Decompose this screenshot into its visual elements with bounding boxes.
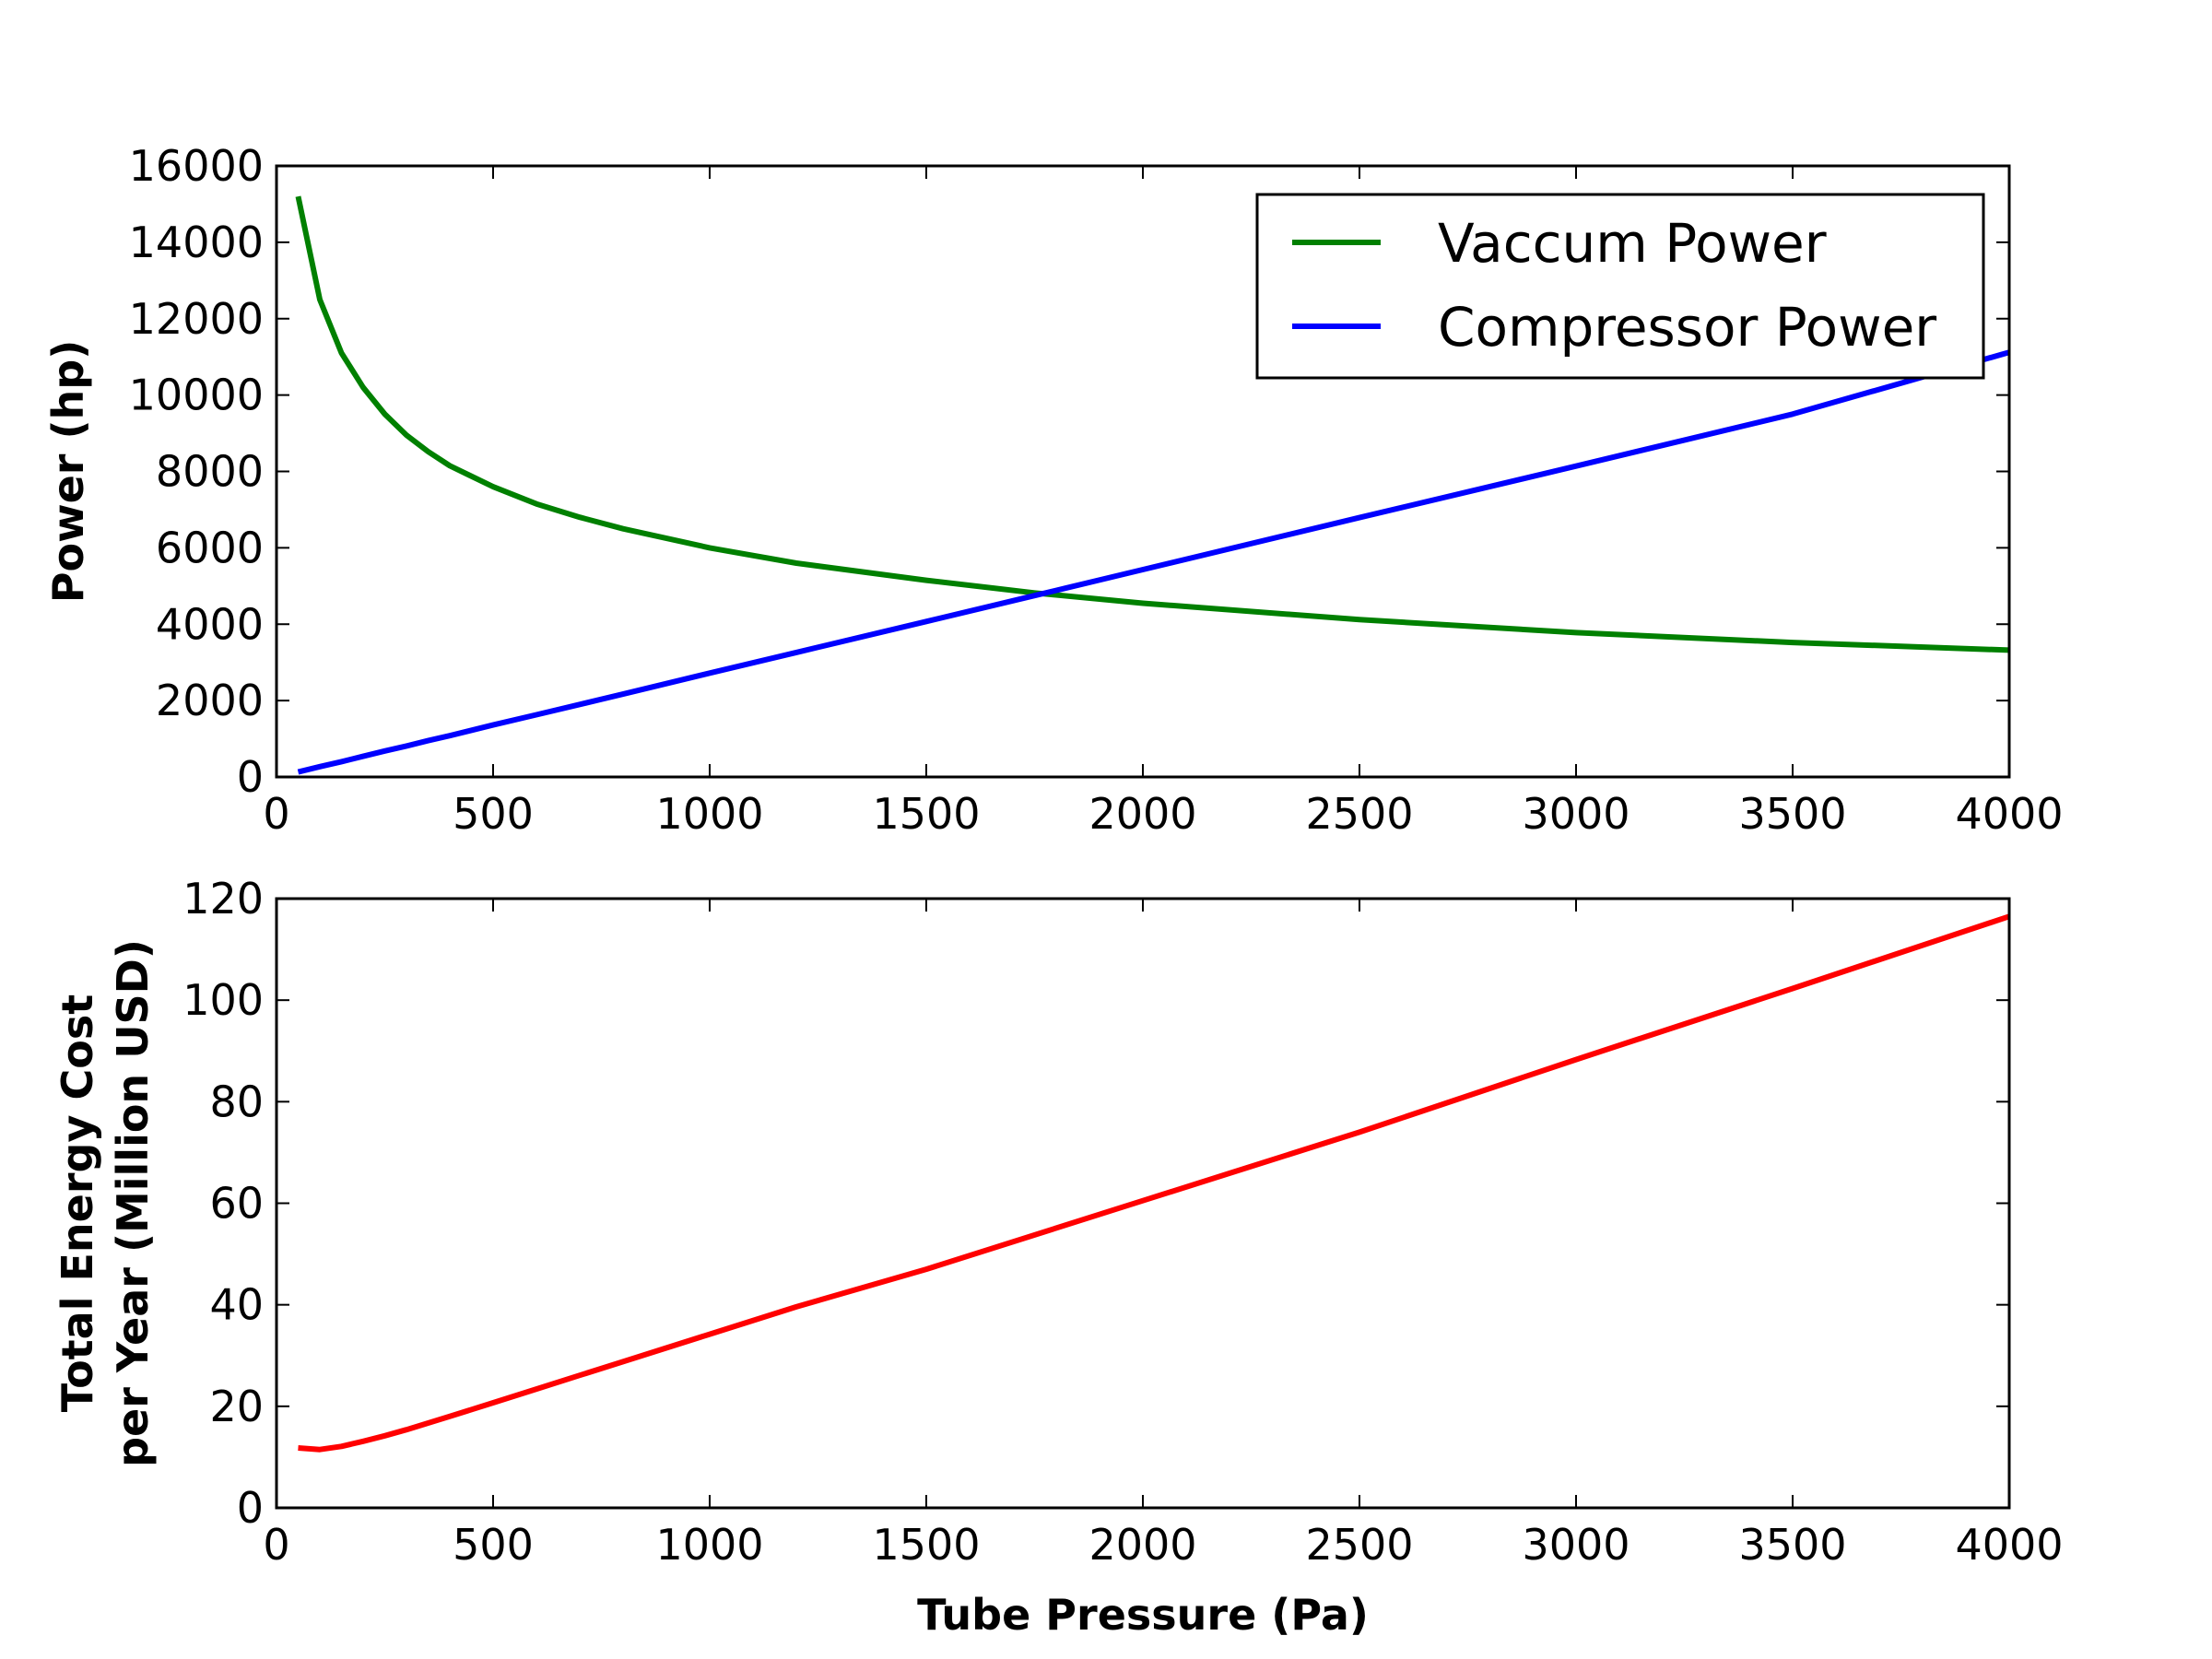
y-tick-label: 60 <box>209 1179 264 1229</box>
x-tick-label: 2500 <box>1305 789 1413 839</box>
x-axis-label: Tube Pressure (Pa) <box>917 1590 1369 1640</box>
y-tick-label: 40 <box>209 1280 264 1330</box>
y-tick-label: 2000 <box>156 676 264 725</box>
y-axis-label-line-2: per Year (Million USD) <box>108 939 158 1467</box>
x-tick-label: 1500 <box>872 1520 980 1570</box>
y-tick-label: 16000 <box>129 141 264 191</box>
y-tick-label: 10000 <box>129 371 264 420</box>
y-tick-label: 6000 <box>156 523 264 572</box>
x-tick-label: 2500 <box>1305 1520 1413 1570</box>
legend-box <box>1255 193 1985 380</box>
y-axis-label: Power (hp) <box>43 340 93 603</box>
y-tick-label: 4000 <box>156 599 264 649</box>
x-tick-label: 1000 <box>655 1520 763 1570</box>
power-subplot: 0 500 1000 1500 2000 2500 3000 3500 4000 0 2000 400… <box>43 141 2064 839</box>
x-tick-label: 4000 <box>1955 789 2063 839</box>
y-tick-label: 0 <box>237 752 264 802</box>
x-tick-label: 3500 <box>1738 789 1846 839</box>
y-tick-label: 0 <box>237 1483 264 1533</box>
legend: Vaccum Power Compressor Power <box>1255 193 1985 380</box>
series-line-compressor-power <box>297 349 2010 775</box>
x-tick-label: 4000 <box>1955 1520 2063 1570</box>
y-axis-label-line-1: Total Energy Cost <box>53 994 102 1412</box>
x-tick-label: 1500 <box>872 789 980 839</box>
legend-label-compressor-power: Compressor Power <box>1438 296 1936 359</box>
x-tick-label: 500 <box>453 789 534 839</box>
y-tick-label: 100 <box>182 975 264 1025</box>
y-tick-label: 120 <box>182 874 264 924</box>
y-tick-label: 8000 <box>156 447 264 497</box>
y-tick-label: 20 <box>209 1382 264 1431</box>
series-line-vaccum-power <box>295 195 2010 653</box>
x-tick-label: 3000 <box>1522 789 1630 839</box>
cost-subplot: 0 500 1000 1500 2000 2500 3000 3500 4000 0 20 40 60 8… <box>53 874 2064 1640</box>
x-tick-label: 500 <box>453 1520 534 1570</box>
y-tick-label: 12000 <box>129 294 264 344</box>
x-tick-label: 3000 <box>1522 1520 1630 1570</box>
y-tick-label: 14000 <box>129 218 264 267</box>
x-tick-label: 0 <box>263 1520 289 1570</box>
x-tick-label: 0 <box>263 789 289 839</box>
legend-label-vaccum-power: Vaccum Power <box>1438 212 1827 275</box>
x-tick-label: 3500 <box>1738 1520 1846 1570</box>
series-line-energy-cost <box>298 913 2010 1453</box>
x-tick-label: 2000 <box>1088 789 1196 839</box>
x-tick-label: 1000 <box>655 789 763 839</box>
x-tick-label: 2000 <box>1088 1520 1196 1570</box>
y-tick-label: 80 <box>209 1077 264 1126</box>
